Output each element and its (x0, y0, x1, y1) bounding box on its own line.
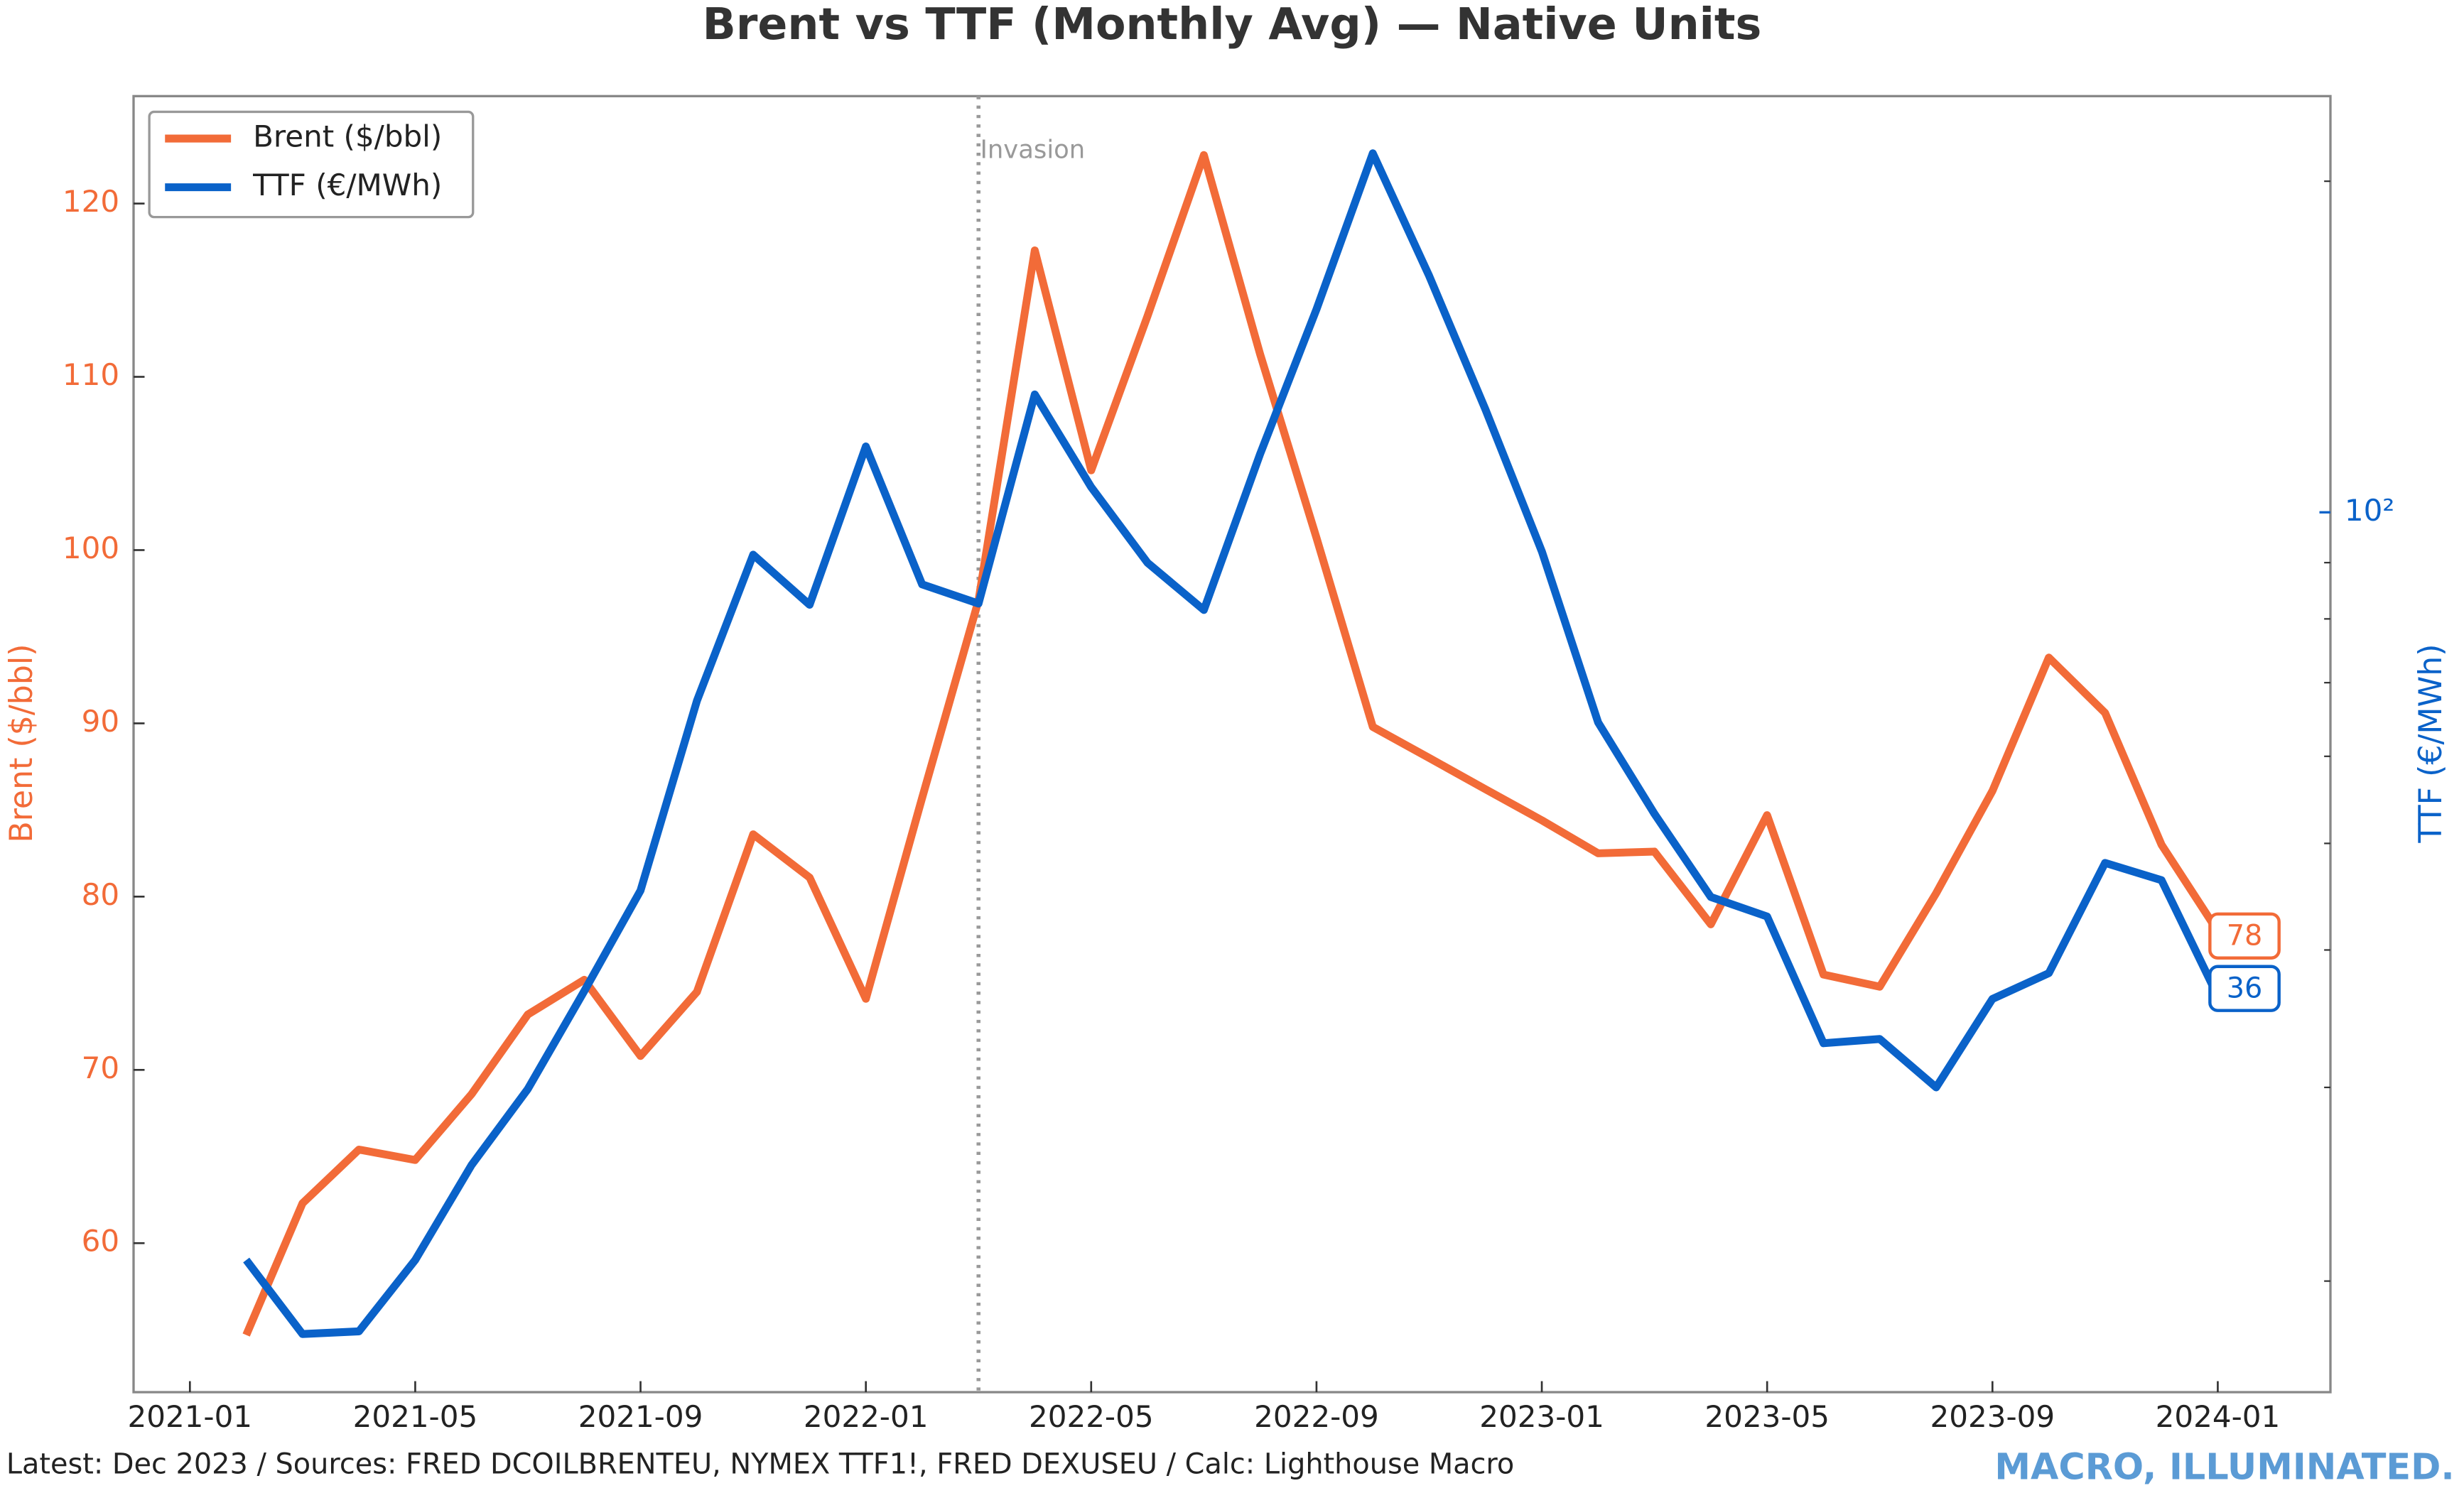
x-tick-label: 2021-09 (578, 1399, 703, 1434)
x-tick-label: 2023-09 (1930, 1399, 2055, 1434)
y-tick-label: 70 (82, 1050, 119, 1085)
watermark: MACRO, ILLUMINATED. (1994, 1445, 2454, 1487)
end-label-box (2208, 965, 2281, 1012)
x-tick-label: 2021-01 (127, 1399, 252, 1434)
y-axis-label: Brent ($/bbl) (4, 644, 40, 843)
y-tick-label: 90 (82, 704, 119, 739)
legend-label: TTF (€/MWh) (252, 168, 442, 202)
y-tick-label: 120 (63, 184, 119, 219)
y-tick-label: 100 (63, 531, 119, 565)
plot-frame (132, 94, 2332, 1394)
chart-title: Brent vs TTF (Monthly Avg) — Native Unit… (703, 0, 1762, 50)
series-line (243, 149, 2222, 1338)
end-label: 78 (2227, 919, 2263, 952)
footer: Latest: Dec 2023 / Sources: FRED DCOILBR… (6, 1448, 1514, 1480)
event-label: Invasion (980, 136, 1085, 165)
series-line (242, 151, 2222, 1337)
end-label-box (2208, 912, 2281, 960)
x-tick-label: 2021-05 (353, 1399, 478, 1434)
y2-axis-label: TTF (€/MWh) (2413, 644, 2449, 843)
x-tick-label: 2022-01 (804, 1399, 929, 1434)
y2-tick-label: 10² (2345, 493, 2394, 528)
y-tick-label: 110 (63, 357, 119, 392)
x-tick-label: 2024-01 (2156, 1399, 2281, 1434)
y-tick-label: 60 (82, 1224, 119, 1259)
x-tick-label: 2023-01 (1479, 1399, 1604, 1434)
legend-label: Brent ($/bbl) (253, 119, 442, 154)
x-tick-label: 2022-09 (1254, 1399, 1379, 1434)
legend: Brent ($/bbl) TTF (€/MWh) (148, 110, 475, 219)
x-tick-label: 2023-05 (1704, 1399, 1830, 1434)
y-tick-label: 80 (82, 877, 119, 912)
x-tick-label: 2022-05 (1029, 1399, 1154, 1434)
end-label: 36 (2227, 972, 2263, 1004)
